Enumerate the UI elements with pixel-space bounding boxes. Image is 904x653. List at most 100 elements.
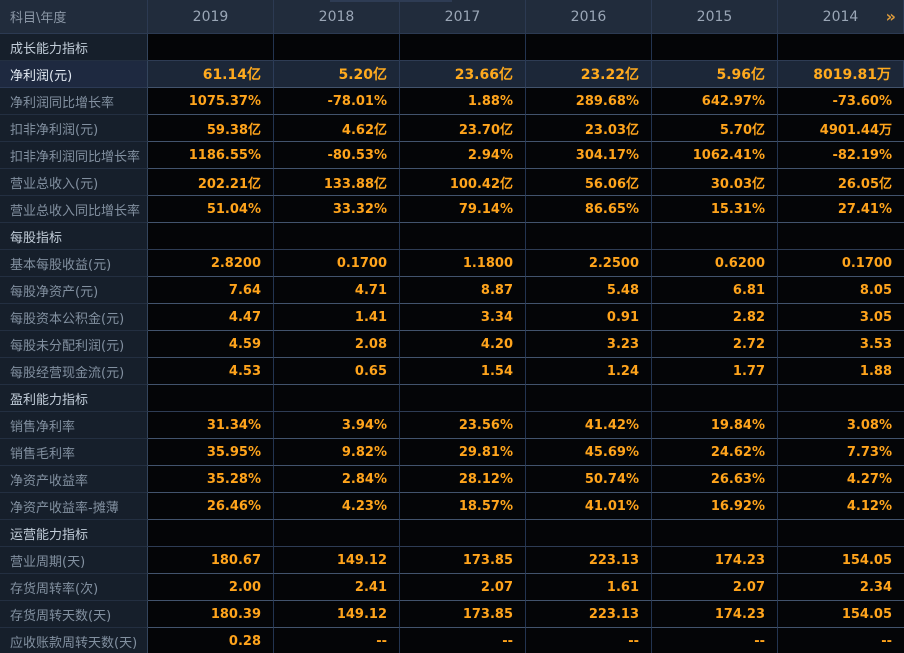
row-value: 2.94% [400, 142, 526, 169]
row-value: 6.81 [652, 277, 778, 304]
table-row[interactable]: 净资产收益率-摊薄 26.46% 4.23% 18.57% 41.01% 16.92% 4.… [0, 493, 904, 520]
table-row[interactable]: 净利润(元) 61.14亿 5.20亿 23.66亿 23.22亿 5.96亿 8019.8… [0, 61, 904, 88]
row-value: 3.05 [778, 304, 904, 331]
row-label: 每股未分配利润(元) [0, 331, 148, 358]
row-label: 销售净利率 [0, 412, 148, 439]
table-row[interactable]: 存货周转天数(天) 180.39 149.12 173.85 223.13 174.23 1… [0, 601, 904, 628]
row-value: 8.05 [778, 277, 904, 304]
section-empty-cell [400, 34, 526, 61]
row-value: 33.32% [274, 196, 400, 223]
tab-remnant-strip [330, 0, 452, 2]
table-row[interactable]: 存货周转率(次) 2.00 2.41 2.07 1.61 2.07 2.34 [0, 574, 904, 601]
row-value: 23.03亿 [526, 115, 652, 142]
section-empty-cell [526, 520, 652, 547]
row-value: 0.1700 [274, 250, 400, 277]
row-value: 4.53 [148, 358, 274, 385]
row-value: 2.07 [400, 574, 526, 601]
row-value: 23.66亿 [400, 61, 526, 88]
corner-header-label: 科目\年度 [0, 0, 148, 33]
row-value: 1.41 [274, 304, 400, 331]
row-value: 3.08% [778, 412, 904, 439]
row-label: 营业总收入同比增长率 [0, 196, 148, 223]
table-row[interactable]: 每股未分配利润(元) 4.59 2.08 4.20 3.23 2.72 3.53 [0, 331, 904, 358]
row-value: 9.82% [274, 439, 400, 466]
row-value: 100.42亿 [400, 169, 526, 196]
table-header-row: 科目\年度 2019 2018 2017 2016 2015 2014 » [0, 0, 904, 34]
row-value: 16.92% [652, 493, 778, 520]
row-value: 35.95% [148, 439, 274, 466]
table-row[interactable]: 营业总收入(元) 202.21亿 133.88亿 100.42亿 56.06亿 30.03… [0, 169, 904, 196]
table-row[interactable]: 每股净资产(元) 7.64 4.71 8.87 5.48 6.81 8.05 [0, 277, 904, 304]
more-years-chevron-icon[interactable]: » [885, 7, 896, 26]
row-value: -- [652, 628, 778, 653]
row-value: 5.20亿 [274, 61, 400, 88]
row-value: 173.85 [400, 547, 526, 574]
row-value: 50.74% [526, 466, 652, 493]
table-row[interactable]: 每股经营现金流(元) 4.53 0.65 1.54 1.24 1.77 1.88 [0, 358, 904, 385]
row-value: -- [526, 628, 652, 653]
table-row[interactable]: 净利润同比增长率 1075.37% -78.01% 1.88% 289.68% 642.9… [0, 88, 904, 115]
row-value: -- [400, 628, 526, 653]
row-value: 31.34% [148, 412, 274, 439]
row-label: 每股资本公积金(元) [0, 304, 148, 331]
row-value: 1.88% [400, 88, 526, 115]
table-row[interactable]: 营业总收入同比增长率 51.04% 33.32% 79.14% 86.65% 15.31%… [0, 196, 904, 223]
row-value: 4.59 [148, 331, 274, 358]
row-label: 净资产收益率-摊薄 [0, 493, 148, 520]
section-empty-cell [526, 223, 652, 250]
row-value: 1.77 [652, 358, 778, 385]
row-label: 每股净资产(元) [0, 277, 148, 304]
section-header-row: 每股指标 [0, 223, 904, 250]
row-value: 8019.81万 [778, 61, 904, 88]
row-label: 扣非净利润(元) [0, 115, 148, 142]
row-value: 3.53 [778, 331, 904, 358]
table-row[interactable]: 净资产收益率 35.28% 2.84% 28.12% 50.74% 26.63% 4.27% [0, 466, 904, 493]
row-value: 4.23% [274, 493, 400, 520]
table-row[interactable]: 应收账款周转天数(天) 0.28 -- -- -- -- -- [0, 628, 904, 653]
row-value: 2.72 [652, 331, 778, 358]
row-value: 45.69% [526, 439, 652, 466]
table-row[interactable]: 扣非净利润(元) 59.38亿 4.62亿 23.70亿 23.03亿 5.70亿 4901… [0, 115, 904, 142]
section-empty-cell [652, 520, 778, 547]
row-value: 5.70亿 [652, 115, 778, 142]
table-row[interactable]: 营业周期(天) 180.67 149.12 173.85 223.13 174.23 154… [0, 547, 904, 574]
section-empty-cell [148, 520, 274, 547]
row-value: 174.23 [652, 547, 778, 574]
section-empty-cell [148, 223, 274, 250]
row-value: 4.20 [400, 331, 526, 358]
table-row[interactable]: 基本每股收益(元) 2.8200 0.1700 1.1800 2.2500 0.6200 0… [0, 250, 904, 277]
row-label: 营业总收入(元) [0, 169, 148, 196]
row-value: 154.05 [778, 601, 904, 628]
row-value: 2.82 [652, 304, 778, 331]
table-row[interactable]: 销售毛利率 35.95% 9.82% 29.81% 45.69% 24.62% 7.73% [0, 439, 904, 466]
year-header-2016: 2016 [526, 0, 652, 33]
section-title: 盈利能力指标 [0, 385, 148, 412]
row-label: 应收账款周转天数(天) [0, 628, 148, 653]
row-value: 2.2500 [526, 250, 652, 277]
row-label: 营业周期(天) [0, 547, 148, 574]
row-value: 149.12 [274, 547, 400, 574]
row-value: 1.88 [778, 358, 904, 385]
row-value: 2.07 [652, 574, 778, 601]
year-header-2015: 2015 [652, 0, 778, 33]
section-title: 每股指标 [0, 223, 148, 250]
table-row[interactable]: 销售净利率 31.34% 3.94% 23.56% 41.42% 19.84% 3.08% [0, 412, 904, 439]
section-empty-cell [526, 34, 652, 61]
section-empty-cell [652, 385, 778, 412]
section-empty-cell [778, 34, 904, 61]
row-value: 1.24 [526, 358, 652, 385]
table-row[interactable]: 扣非净利润同比增长率 1186.55% -80.53% 2.94% 304.17% 106… [0, 142, 904, 169]
row-value: 0.28 [148, 628, 274, 653]
row-value: 0.65 [274, 358, 400, 385]
row-value: 1.1800 [400, 250, 526, 277]
section-empty-cell [400, 385, 526, 412]
row-value: 3.23 [526, 331, 652, 358]
section-header-row: 运营能力指标 [0, 520, 904, 547]
row-value: 4.71 [274, 277, 400, 304]
row-value: 3.34 [400, 304, 526, 331]
section-empty-cell [400, 520, 526, 547]
row-value: 2.34 [778, 574, 904, 601]
row-value: 26.05亿 [778, 169, 904, 196]
table-row[interactable]: 每股资本公积金(元) 4.47 1.41 3.34 0.91 2.82 3.05 [0, 304, 904, 331]
